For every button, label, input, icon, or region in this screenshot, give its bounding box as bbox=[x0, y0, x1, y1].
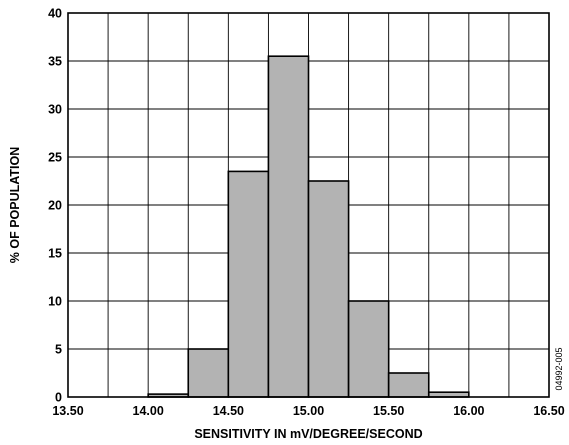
y-tick-labels: 0 5 10 15 20 25 30 35 40 bbox=[48, 7, 62, 405]
y-tick-label: 30 bbox=[48, 103, 62, 117]
x-tick-label: 14.50 bbox=[213, 404, 244, 418]
histogram-bars bbox=[147, 55, 470, 398]
histogram-bar bbox=[307, 180, 350, 398]
y-tick-label: 25 bbox=[48, 151, 62, 165]
x-tick-label: 16.50 bbox=[533, 404, 564, 418]
y-tick-label: 10 bbox=[48, 295, 62, 309]
y-tick-label: 40 bbox=[48, 7, 62, 21]
y-tick-label: 15 bbox=[48, 247, 62, 261]
y-tick-label: 35 bbox=[48, 55, 62, 69]
histogram-bar bbox=[267, 55, 310, 398]
histogram-bar bbox=[347, 300, 390, 398]
y-axis-label: % OF POPULATION bbox=[8, 147, 22, 263]
x-tick-label: 15.50 bbox=[373, 404, 404, 418]
x-tick-label: 15.00 bbox=[293, 404, 324, 418]
x-axis-label: SENSITIVITY IN mV/DEGREE/SECOND bbox=[194, 427, 422, 441]
y-tick-label: 0 bbox=[55, 391, 62, 405]
x-tick-label: 14.00 bbox=[133, 404, 164, 418]
histogram-bar bbox=[387, 372, 430, 398]
x-tick-label: 16.00 bbox=[453, 404, 484, 418]
plot-frame bbox=[67, 12, 550, 398]
x-tick-label: 13.50 bbox=[52, 404, 83, 418]
y-tick-label: 5 bbox=[55, 343, 62, 357]
histogram-bar bbox=[187, 348, 230, 398]
x-tick-labels: 13.50 14.00 14.50 15.00 15.50 16.00 16.50 bbox=[52, 404, 564, 418]
histogram-bar bbox=[227, 170, 270, 398]
y-tick-label: 20 bbox=[48, 199, 62, 213]
figure-code: 04992-005 bbox=[554, 347, 564, 390]
